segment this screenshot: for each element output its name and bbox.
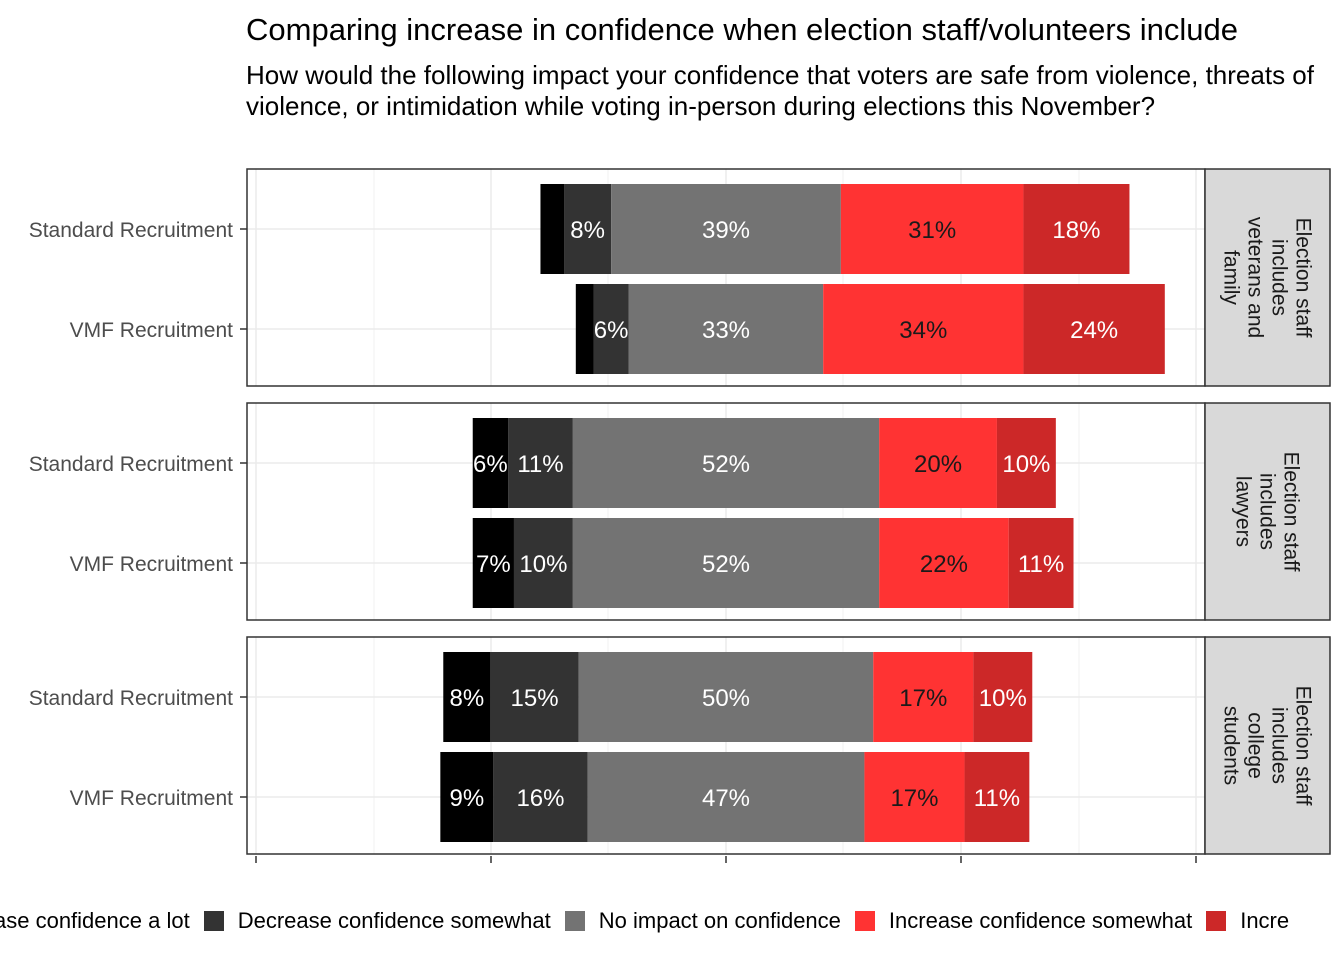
bar-segment bbox=[564, 184, 612, 274]
y-tick-label: VMF Recruitment bbox=[70, 553, 234, 576]
data-label: 7% bbox=[476, 551, 511, 578]
legend-item: Increase confidence somewhat bbox=[854, 908, 1193, 934]
facet-strip bbox=[1204, 636, 1331, 855]
data-label: 8% bbox=[570, 217, 605, 244]
data-label: 11% bbox=[1018, 551, 1064, 578]
data-label: 31% bbox=[908, 217, 956, 244]
bar-segment bbox=[840, 184, 1024, 274]
facet-strip-text: family bbox=[1220, 250, 1243, 305]
data-label: 52% bbox=[702, 551, 750, 578]
bar-segment bbox=[572, 518, 880, 608]
data-label: 47% bbox=[702, 785, 750, 812]
bar-segment bbox=[578, 652, 874, 742]
y-tick-label: VMF Recruitment bbox=[70, 319, 234, 342]
facet-strip-text: college bbox=[1244, 712, 1267, 779]
stacked-bar-chart: 8% 39% 31% 18% Standard Recruitment 6% 33% 34% 2… bbox=[29, 168, 1331, 863]
data-label: 39% bbox=[702, 217, 750, 244]
y-tick-label: Standard Recruitment bbox=[29, 219, 233, 242]
legend-item: No impact on confidence bbox=[564, 908, 841, 934]
facet-strip-text: includes bbox=[1256, 473, 1279, 550]
legend-key bbox=[854, 911, 875, 931]
bar-segment bbox=[611, 184, 841, 274]
bar-segment bbox=[508, 418, 573, 508]
bar-segment bbox=[575, 284, 594, 374]
data-label: 16% bbox=[516, 785, 564, 812]
bar-segment bbox=[493, 752, 588, 842]
legend-item: Decrease confidence somewhat bbox=[203, 908, 551, 934]
facet-strip bbox=[1204, 402, 1331, 621]
data-label: 33% bbox=[702, 317, 750, 344]
legend-label: ase confidence a lot bbox=[0, 908, 190, 933]
data-label: 22% bbox=[920, 551, 968, 578]
bar-segment bbox=[443, 652, 491, 742]
data-label: 18% bbox=[1052, 217, 1100, 244]
bar-segment bbox=[873, 652, 974, 742]
legend-key bbox=[1206, 911, 1227, 931]
data-label: 17% bbox=[899, 685, 947, 712]
bar-segment bbox=[572, 418, 880, 508]
bar-segment bbox=[964, 752, 1030, 842]
y-tick-label: Standard Recruitment bbox=[29, 687, 233, 710]
chart-title: Comparing increase in confidence when el… bbox=[246, 12, 1239, 47]
bar-segment bbox=[472, 418, 509, 508]
bar-segment bbox=[628, 284, 824, 374]
y-tick-label: Standard Recruitment bbox=[29, 453, 233, 476]
data-label: 11% bbox=[974, 785, 1020, 812]
facet-strip-text: lawyers bbox=[1232, 476, 1255, 547]
data-label: 15% bbox=[511, 685, 559, 712]
facet-strip-text: Election staff bbox=[1292, 218, 1315, 338]
legend-item: Incre bbox=[1206, 908, 1289, 934]
facet-strip-text: includes bbox=[1268, 239, 1291, 316]
bar-segment bbox=[513, 518, 573, 608]
facet-strip-text: veterans and bbox=[1244, 217, 1267, 338]
bar-segment bbox=[490, 652, 579, 742]
legend-key bbox=[564, 911, 585, 931]
data-label: 20% bbox=[914, 451, 962, 478]
data-label: 34% bbox=[899, 317, 947, 344]
legend-label: No impact on confidence bbox=[598, 908, 841, 933]
data-label: 9% bbox=[449, 785, 484, 812]
bar-segment bbox=[440, 752, 494, 842]
facet-strip-text: Election staff bbox=[1292, 686, 1315, 806]
bar-segment bbox=[879, 518, 1009, 608]
data-label: 24% bbox=[1070, 317, 1118, 344]
bar-segment bbox=[1008, 518, 1074, 608]
data-label: 10% bbox=[979, 685, 1027, 712]
bar-segment bbox=[879, 418, 997, 508]
facet-strip-text: includes bbox=[1268, 707, 1291, 784]
data-label: 10% bbox=[1002, 451, 1050, 478]
legend-item: ase confidence a lot bbox=[0, 908, 190, 934]
data-label: 17% bbox=[890, 785, 938, 812]
legend-label: Incre bbox=[1240, 908, 1290, 933]
bar-segment bbox=[996, 418, 1056, 508]
data-label: 8% bbox=[449, 685, 484, 712]
chart-subtitle: How would the following impact your conf… bbox=[246, 60, 1314, 121]
bar-segment bbox=[540, 184, 565, 274]
facet-strip-text: Election staff bbox=[1280, 452, 1303, 572]
facet-strip bbox=[1204, 168, 1331, 387]
legend-label: Increase confidence somewhat bbox=[888, 908, 1193, 933]
bar-segment bbox=[1023, 284, 1165, 374]
data-label: 6% bbox=[473, 451, 508, 478]
bar-segment bbox=[593, 284, 629, 374]
bar-segment bbox=[823, 284, 1024, 374]
data-label: 50% bbox=[702, 685, 750, 712]
bar-segment bbox=[587, 752, 865, 842]
bar-segment bbox=[1023, 184, 1130, 274]
legend-label: Decrease confidence somewhat bbox=[237, 908, 551, 933]
data-label: 52% bbox=[702, 451, 750, 478]
bar-segment bbox=[864, 752, 965, 842]
y-tick-label: VMF Recruitment bbox=[70, 787, 234, 810]
legend-key bbox=[203, 911, 224, 931]
bar-segment bbox=[973, 652, 1033, 742]
data-label: 10% bbox=[519, 551, 567, 578]
legend: ase confidence a lot Decrease confidence … bbox=[0, 904, 1344, 938]
facet-strip-text: students bbox=[1220, 706, 1243, 785]
bar-segment bbox=[472, 518, 514, 608]
data-label: 6% bbox=[594, 317, 629, 344]
data-label: 11% bbox=[517, 451, 563, 478]
